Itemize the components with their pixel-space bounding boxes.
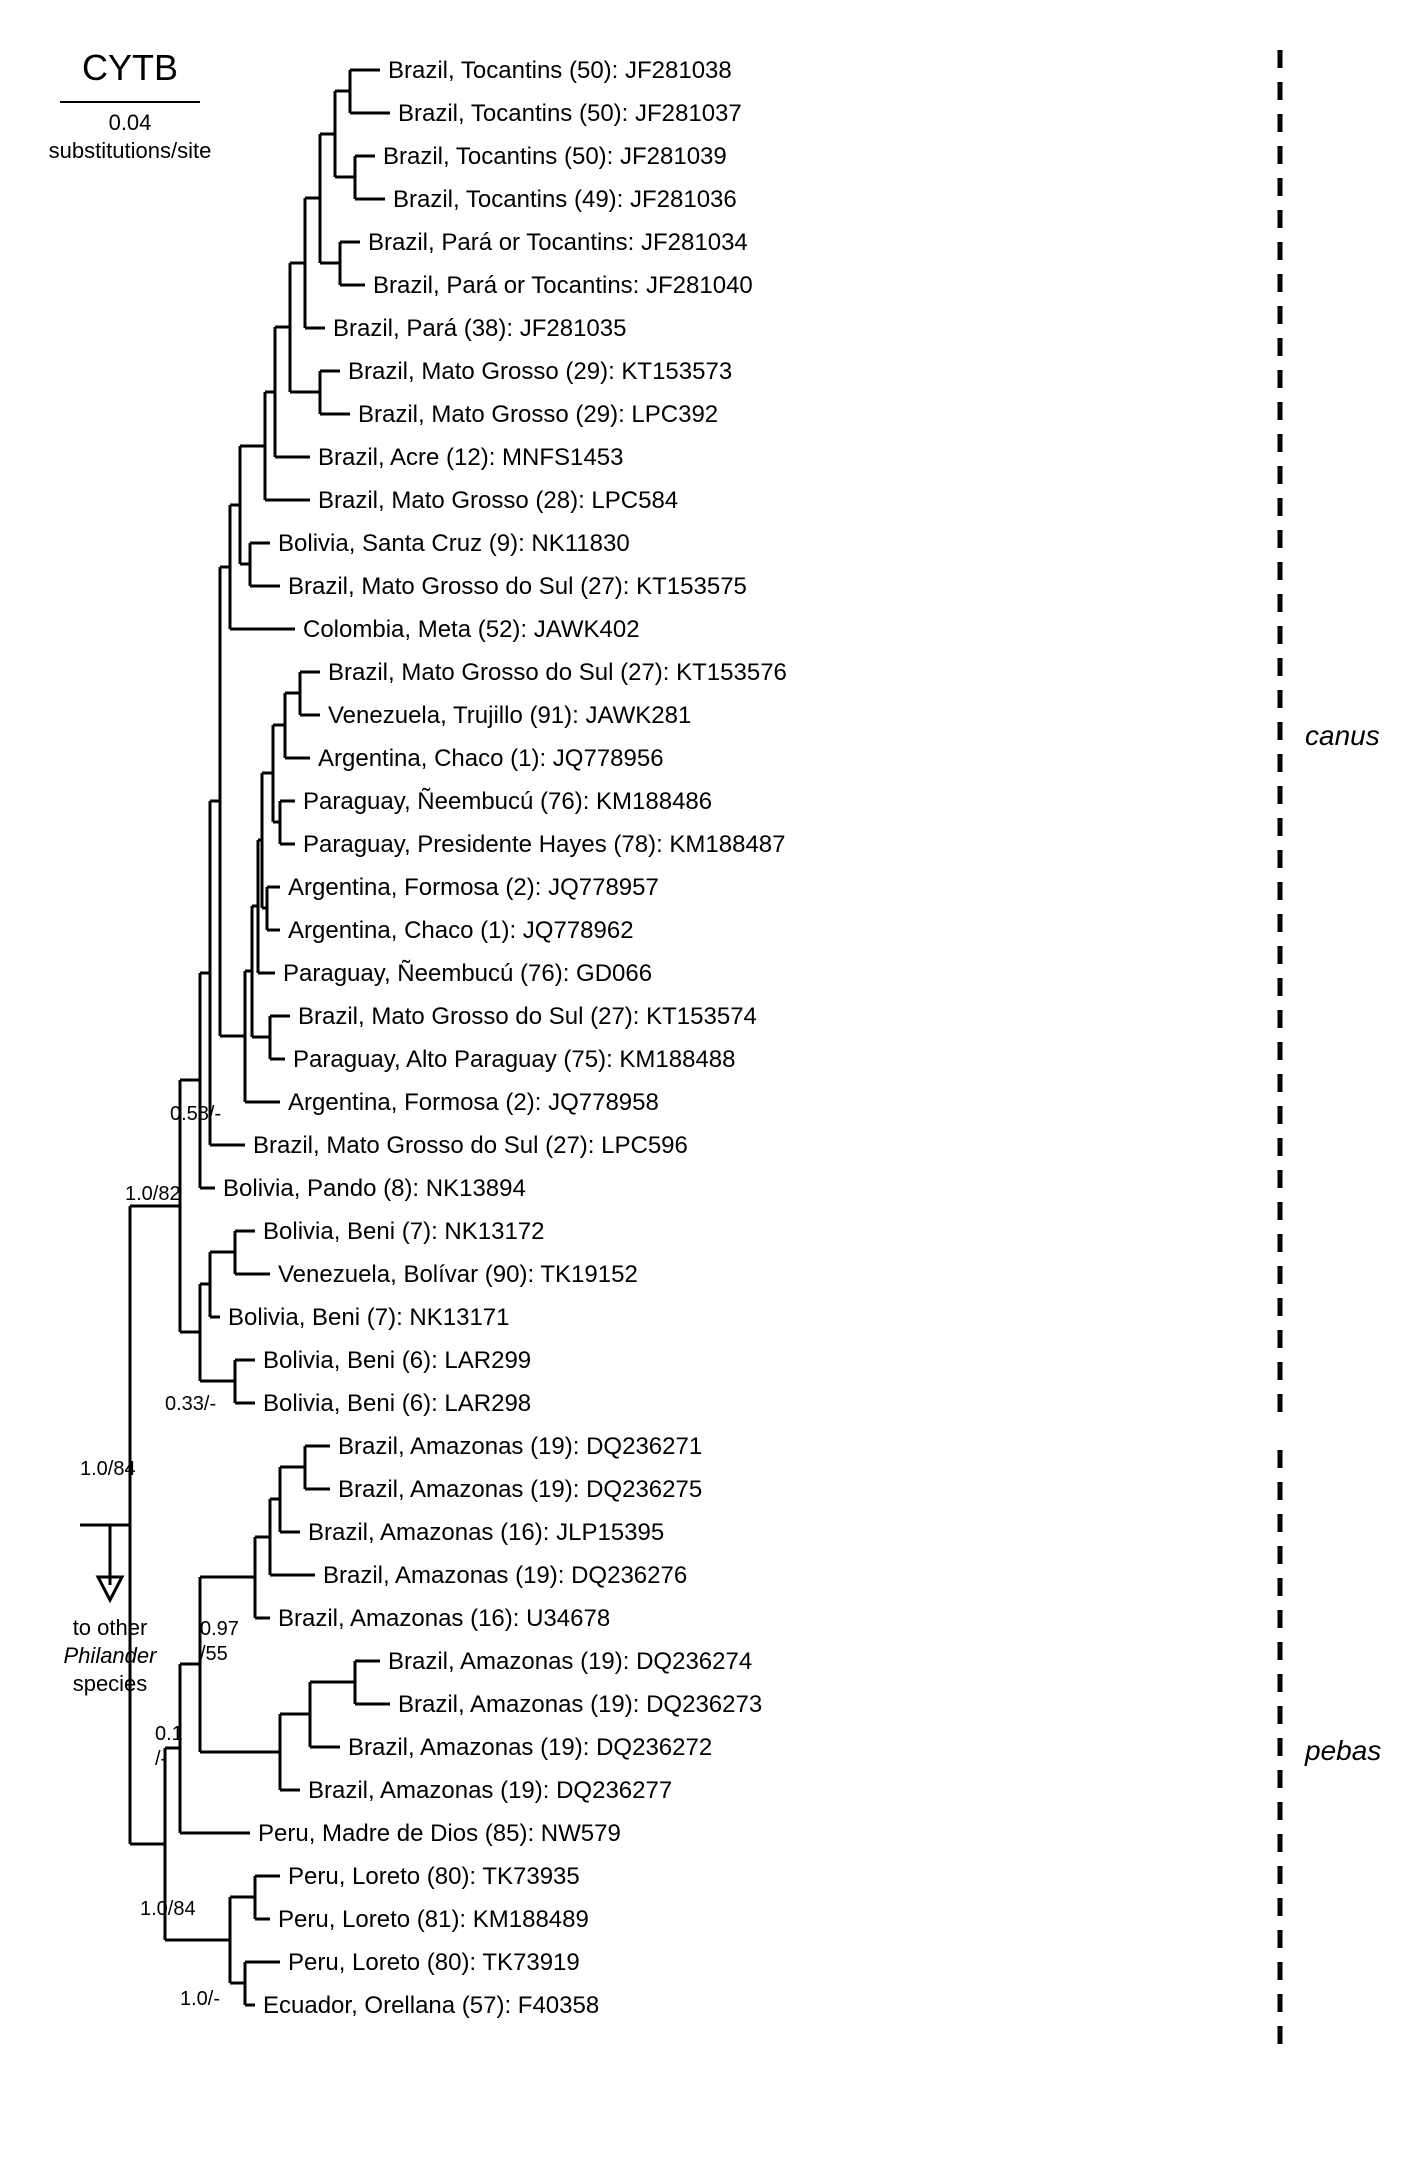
tip-label: Brazil, Tocantins (50): JF281038 xyxy=(388,57,732,84)
tip-label: Brazil, Amazonas (16): U34678 xyxy=(278,1605,610,1632)
tip-label: Argentina, Chaco (1): JQ778956 xyxy=(318,745,664,772)
tip-label: Venezuela, Bolívar (90): TK19152 xyxy=(278,1261,638,1288)
tip-label: Paraguay, Ñeembucú (76): KM188486 xyxy=(303,788,712,815)
tip-label: Brazil, Amazonas (19): DQ236273 xyxy=(398,1691,762,1718)
tip-label: Brazil, Mato Grosso do Sul (27): KT15357… xyxy=(298,1003,757,1030)
tip-label: Peru, Loreto (80): TK73935 xyxy=(288,1863,580,1890)
tip-label: Bolivia, Santa Cruz (9): NK11830 xyxy=(278,530,630,557)
tip-label: Brazil, Mato Grosso do Sul (27): KT15357… xyxy=(288,573,747,600)
scale-caption: substitutions/site xyxy=(49,138,212,163)
tip-label: Peru, Loreto (80): TK73919 xyxy=(288,1949,580,1976)
tip-label: Brazil, Amazonas (19): DQ236276 xyxy=(323,1562,687,1589)
tip-label: Bolivia, Beni (6): LAR298 xyxy=(263,1390,531,1417)
tip-label: Brazil, Amazonas (19): DQ236274 xyxy=(388,1648,752,1675)
tip-label: Argentina, Chaco (1): JQ778962 xyxy=(288,917,634,944)
scale-value: 0.04 xyxy=(109,110,152,135)
tip-label: Brazil, Acre (12): MNFS1453 xyxy=(318,444,623,471)
tip-label: Ecuador, Orellana (57): F40358 xyxy=(263,1992,599,2019)
tip-label: Brazil, Tocantins (49): JF281036 xyxy=(393,186,737,213)
tip-label: Paraguay, Presidente Hayes (78): KM18848… xyxy=(303,831,786,858)
tip-label: Peru, Loreto (81): KM188489 xyxy=(278,1906,589,1933)
tip-label: Brazil, Amazonas (19): DQ236271 xyxy=(338,1433,702,1460)
tip-label: Bolivia, Pando (8): NK13894 xyxy=(223,1175,526,1202)
node-support-label: 0.1 xyxy=(155,1723,183,1745)
node-support-label: /55 xyxy=(200,1643,228,1665)
tip-label: Brazil, Tocantins (50): JF281039 xyxy=(383,143,727,170)
tip-label: Venezuela, Trujillo (91): JAWK281 xyxy=(328,702,691,729)
root-label: to other xyxy=(73,1615,148,1640)
node-support-label: 1.0/82 xyxy=(125,1183,181,1205)
tip-label: Brazil, Amazonas (19): DQ236272 xyxy=(348,1734,712,1761)
tip-label: Brazil, Pará (38): JF281035 xyxy=(333,315,626,342)
tip-label: Bolivia, Beni (6): LAR299 xyxy=(263,1347,531,1374)
clade-label: pebas xyxy=(1304,1735,1381,1766)
tip-label: Argentina, Formosa (2): JQ778957 xyxy=(288,874,659,901)
tip-label: Bolivia, Beni (7): NK13171 xyxy=(228,1304,509,1331)
tip-label: Paraguay, Alto Paraguay (75): KM188488 xyxy=(293,1046,736,1073)
tip-label: Brazil, Mato Grosso (29): LPC392 xyxy=(358,401,718,428)
tip-label: Peru, Madre de Dios (85): NW579 xyxy=(258,1820,621,1847)
gene-title: CYTB xyxy=(82,47,178,88)
tip-label: Argentina, Formosa (2): JQ778958 xyxy=(288,1089,659,1116)
tip-label: Brazil, Mato Grosso (28): LPC584 xyxy=(318,487,678,514)
node-support-label: 1.0/- xyxy=(180,1988,220,2010)
root-label: Philander xyxy=(64,1643,159,1668)
tip-label: Brazil, Amazonas (16): JLP15395 xyxy=(308,1519,664,1546)
tip-label: Brazil, Amazonas (19): DQ236275 xyxy=(338,1476,702,1503)
tip-label: Brazil, Tocantins (50): JF281037 xyxy=(398,100,742,127)
tip-label: Bolivia, Beni (7): NK13172 xyxy=(263,1218,544,1245)
node-support-label: 0.58/- xyxy=(170,1103,221,1125)
node-support-label: 0.97 xyxy=(200,1618,239,1640)
node-support-label: /- xyxy=(155,1748,167,1770)
tip-label: Brazil, Mato Grosso (29): KT153573 xyxy=(348,358,732,385)
tip-label: Colombia, Meta (52): JAWK402 xyxy=(303,616,640,643)
tip-label: Brazil, Amazonas (19): DQ236277 xyxy=(308,1777,672,1804)
clade-label: canus xyxy=(1305,720,1380,751)
node-support-label: 0.33/- xyxy=(165,1393,216,1415)
node-support-label: 1.0/84 xyxy=(80,1458,136,1480)
tip-label: Brazil, Mato Grosso do Sul (27): KT15357… xyxy=(328,659,787,686)
phylogenetic-tree: Brazil, Tocantins (50): JF281038 Brazil, … xyxy=(20,20,1424,2157)
tip-label: Paraguay, Ñeembucú (76): GD066 xyxy=(283,960,652,987)
tip-label: Brazil, Pará or Tocantins: JF281034 xyxy=(368,229,748,256)
root-label: species xyxy=(73,1671,148,1696)
tip-label: Brazil, Mato Grosso do Sul (27): LPC596 xyxy=(253,1132,688,1159)
tip-label: Brazil, Pará or Tocantins: JF281040 xyxy=(373,272,753,299)
node-support-label: 1.0/84 xyxy=(140,1898,196,1920)
